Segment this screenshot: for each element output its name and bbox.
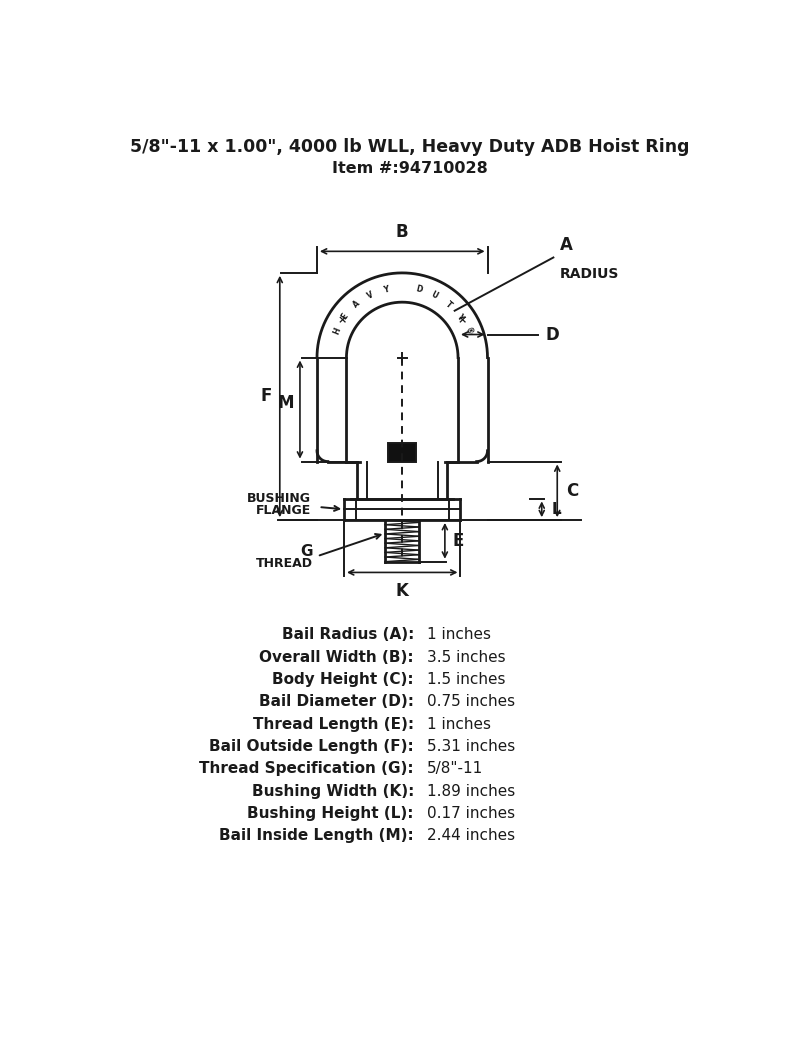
Text: ®: ® bbox=[462, 326, 474, 337]
Text: H: H bbox=[331, 327, 342, 337]
Text: Thread Specification (G):: Thread Specification (G): bbox=[199, 762, 414, 776]
Text: 2.44 inches: 2.44 inches bbox=[427, 828, 515, 843]
Text: Bail Outside Length (F):: Bail Outside Length (F): bbox=[209, 738, 414, 754]
Text: 3.5 inches: 3.5 inches bbox=[427, 650, 506, 665]
Text: BUSHING: BUSHING bbox=[246, 492, 310, 505]
Text: ×: × bbox=[338, 315, 347, 326]
Text: D: D bbox=[546, 326, 559, 344]
Text: Thread Length (E):: Thread Length (E): bbox=[253, 716, 414, 731]
Text: 0.75 inches: 0.75 inches bbox=[427, 694, 515, 709]
Text: 1 inches: 1 inches bbox=[427, 716, 491, 731]
Text: B: B bbox=[396, 223, 409, 241]
Text: E: E bbox=[453, 532, 464, 550]
Text: A: A bbox=[351, 300, 362, 310]
Text: THREAD: THREAD bbox=[256, 557, 313, 571]
Text: 5.31 inches: 5.31 inches bbox=[427, 738, 515, 754]
Text: U: U bbox=[430, 290, 439, 301]
Text: 0.17 inches: 0.17 inches bbox=[427, 806, 515, 821]
Text: Bail Radius (A):: Bail Radius (A): bbox=[282, 628, 414, 642]
Text: Y: Y bbox=[454, 312, 465, 322]
Text: V: V bbox=[366, 290, 374, 301]
Text: RADIUS: RADIUS bbox=[559, 267, 619, 281]
Text: C: C bbox=[566, 482, 578, 500]
Text: T: T bbox=[443, 300, 454, 310]
Text: Overall Width (B):: Overall Width (B): bbox=[259, 650, 414, 665]
Bar bbox=[388, 443, 416, 461]
Text: Body Height (C):: Body Height (C): bbox=[272, 672, 414, 687]
Text: 1.5 inches: 1.5 inches bbox=[427, 672, 506, 687]
Text: F: F bbox=[261, 387, 272, 405]
Text: 5/8"-11: 5/8"-11 bbox=[427, 762, 483, 776]
Text: M: M bbox=[278, 395, 294, 413]
Text: G: G bbox=[301, 544, 313, 559]
Text: 1.89 inches: 1.89 inches bbox=[427, 784, 515, 799]
Text: FLANGE: FLANGE bbox=[255, 504, 310, 517]
Text: Bushing Width (K):: Bushing Width (K): bbox=[251, 784, 414, 799]
Text: Item #:94710028: Item #:94710028 bbox=[332, 161, 488, 176]
Text: 1 inches: 1 inches bbox=[427, 628, 491, 642]
Text: L: L bbox=[552, 502, 562, 517]
Text: E: E bbox=[340, 312, 350, 322]
Text: A: A bbox=[559, 236, 573, 254]
Text: K: K bbox=[396, 582, 409, 600]
Text: Bail Inside Length (M):: Bail Inside Length (M): bbox=[219, 828, 414, 843]
Text: D: D bbox=[414, 285, 423, 294]
Text: Bushing Height (L):: Bushing Height (L): bbox=[247, 806, 414, 821]
Text: Y: Y bbox=[382, 285, 390, 294]
Text: Bail Diameter (D):: Bail Diameter (D): bbox=[259, 694, 414, 709]
Text: 5/8"-11 x 1.00", 4000 lb WLL, Heavy Duty ADB Hoist Ring: 5/8"-11 x 1.00", 4000 lb WLL, Heavy Duty… bbox=[130, 138, 690, 156]
Text: ×: × bbox=[458, 315, 466, 326]
